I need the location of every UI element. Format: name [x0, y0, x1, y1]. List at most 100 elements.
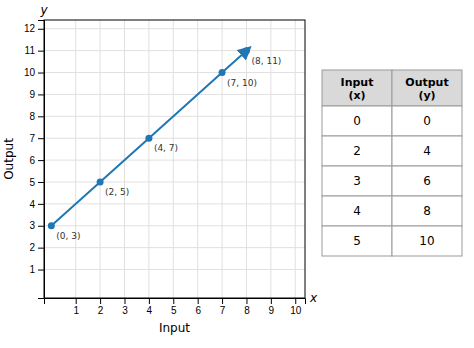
x-tick-label: 6: [195, 305, 201, 316]
y-tick: 5: [29, 177, 44, 188]
x-tick: 2: [98, 298, 104, 316]
y-tick-mark: [38, 29, 44, 30]
table-value: 0: [423, 114, 431, 128]
x-tick-mark: [100, 298, 101, 304]
grid-line-y: [44, 225, 305, 226]
grid-line-y: [44, 160, 305, 161]
grid-line-y: [44, 247, 305, 248]
point: [48, 222, 55, 229]
y-tick: 11: [25, 45, 44, 56]
point: [145, 135, 152, 142]
grid-line-x: [148, 20, 149, 298]
y-tick-label: 6: [29, 155, 35, 166]
table-header: Input(x): [341, 76, 374, 102]
grid-line-x: [197, 20, 198, 298]
y-tick-mark: [38, 270, 44, 271]
table-cell: [322, 226, 392, 256]
x-tick-label: 2: [98, 305, 104, 316]
grid-line-y: [44, 138, 305, 139]
y-tick-mark: [38, 116, 44, 117]
data-labels: (0, 3)(2, 5)(4, 7)(7, 10)(8, 11): [56, 56, 281, 241]
table-cell: [392, 136, 462, 166]
x-tick: 4: [147, 298, 153, 316]
y-tick: 6: [29, 155, 44, 166]
table-cell: [322, 106, 392, 136]
grid-line-x: [222, 20, 223, 298]
x-axis-line: [45, 299, 306, 305]
grid-line-x: [100, 20, 101, 298]
x-tick-label: 9: [269, 305, 275, 316]
y-axis: 123456789101112: [24, 21, 45, 299]
y-tick-mark: [38, 182, 44, 183]
table-header-line: (x): [348, 89, 365, 102]
y-tick-label: 10: [24, 67, 36, 78]
y-tick: 10: [24, 67, 44, 78]
data-label: (4, 7): [154, 143, 178, 153]
y-tick-label: 12: [24, 23, 36, 34]
grid-line-x: [75, 20, 76, 298]
x-tick: 5: [171, 298, 177, 316]
table-header-line: (y): [418, 89, 435, 102]
line: [51, 51, 246, 226]
table-value: 4: [353, 204, 361, 218]
y-tick-label: 5: [29, 177, 35, 188]
x-tick: 3: [122, 298, 128, 316]
x-tick: 8: [244, 298, 250, 316]
y-axis-title: Output: [2, 138, 16, 180]
table-cell: [392, 226, 462, 256]
grid-line-y: [44, 72, 305, 73]
table-value: 10: [419, 234, 434, 248]
grid-line-x: [295, 20, 296, 298]
x-axis: 12345678910: [45, 298, 306, 316]
table-cell: [392, 106, 462, 136]
x-tick-mark: [246, 298, 247, 304]
data-label: (7, 10): [227, 78, 257, 88]
grid-line-y: [44, 269, 305, 270]
x-tick: 9: [269, 298, 275, 316]
y-axis-line: [38, 21, 45, 299]
x-tick-label: 10: [290, 305, 302, 316]
y-axis-letter: y: [39, 3, 48, 17]
y-tick-mark: [38, 138, 44, 139]
grid-line-y: [44, 28, 305, 29]
y-tick-label: 2: [29, 242, 35, 253]
table-header-cell: [392, 70, 462, 106]
plot: 12345678910123456789101112: [24, 20, 306, 316]
x-tick-label: 4: [147, 305, 153, 316]
y-tick-mark: [38, 160, 44, 161]
data-label: (8, 11): [251, 56, 281, 66]
x-tick: 6: [195, 298, 201, 316]
table-cell: [392, 166, 462, 196]
table-value: 8: [423, 204, 431, 218]
data-label: (0, 3): [56, 231, 80, 241]
x-tick-mark: [149, 298, 150, 304]
grid-line-y: [44, 203, 305, 204]
x-tick-mark: [271, 298, 272, 304]
y-tick-label: 11: [25, 45, 36, 56]
point: [219, 69, 226, 76]
x-tick-mark: [124, 298, 125, 304]
y-tick-label: 1: [29, 264, 35, 275]
x-tick-label: 7: [220, 305, 226, 316]
y-tick: 1: [29, 264, 44, 275]
marks: [48, 47, 250, 229]
plot-frame: [44, 20, 305, 298]
grid-line-x: [246, 20, 247, 298]
table-value: 3: [353, 174, 361, 188]
y-tick-label: 7: [29, 133, 35, 144]
table-header: Output(y): [405, 76, 448, 102]
table-value: 4: [423, 144, 431, 158]
table-cell: [322, 136, 392, 166]
table-value: 0: [353, 114, 361, 128]
y-tick-mark: [38, 204, 44, 205]
y-tick-mark: [38, 51, 44, 52]
y-tick-mark: [38, 73, 44, 74]
y-tick-label: 9: [29, 89, 35, 100]
y-tick-mark: [38, 248, 44, 249]
table: Input(x)02345Output(y)046810: [322, 70, 462, 256]
chart-svg: 12345678910123456789101112InputOutputxy(…: [0, 0, 474, 348]
grid-line-x: [173, 20, 174, 298]
table-cell: [322, 196, 392, 226]
point: [243, 47, 250, 54]
table-header-line: Input: [341, 76, 374, 89]
